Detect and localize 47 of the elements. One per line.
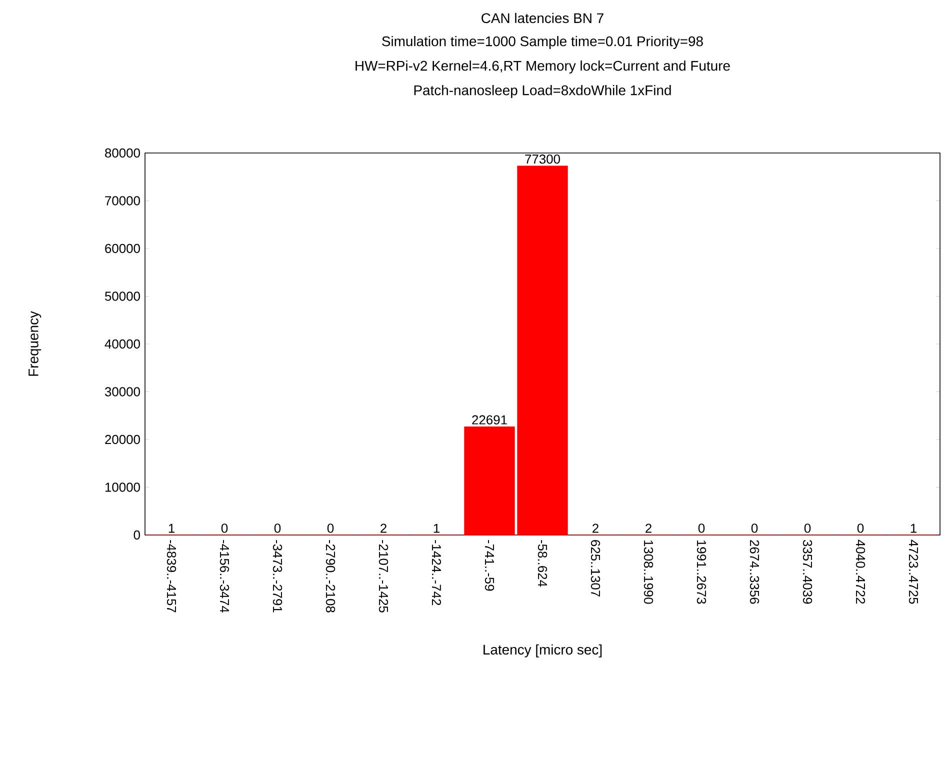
data-label: 1 [910,524,916,533]
data-label: 2 [646,524,652,533]
data-label: 22691 [472,415,507,424]
x-tick-label: 1991..2673 [696,540,706,604]
data-label: 0 [804,524,811,533]
y-tick-label: 0 [134,530,140,540]
x-tick-label: 2674..3356 [750,540,760,604]
y-tick-label: 80000 [105,148,140,158]
bar [517,166,568,535]
data-label: 77300 [525,154,560,164]
x-tick-label: -2790..-2108 [326,540,336,612]
data-label: 1 [168,524,174,533]
text: HW=RPi-v2 Kernel=4.6,RT Memory lock=Current and Future [356,60,730,74]
y-tick-label: 30000 [104,387,140,396]
x-tick-label: -4156..-3474 [220,540,230,613]
data-label: 2 [592,524,598,533]
x-tick-label: -2107..-1425 [378,540,388,612]
chart-title: CAN latencies BN 7 [482,12,604,24]
x-tick-label: -741..-59 [484,540,494,591]
text: Patch-nanosleep Load=8xdoWhile 1xFind [414,84,671,98]
x-tick-label: 625..1307 [590,540,600,596]
x-tick-label: -58..624 [538,540,548,587]
data-label: 0 [274,524,281,533]
x-tick-label: -4839..-4157 [166,540,176,612]
y-tick-label: 60000 [105,244,140,254]
x-tick-label: -1424..-742 [432,540,442,606]
x-tick-label: -3473..-2791 [272,540,282,612]
y-tick-label: 50000 [104,292,140,301]
x-tick-label: 1308..1990 [644,540,654,604]
data-label: 0 [751,524,758,533]
data-label: 0 [857,524,864,533]
y-tick-label: 40000 [104,339,140,349]
y-tick-label: 10000 [105,482,140,492]
data-label: 0 [327,524,334,533]
y-tick-label: 20000 [105,434,140,444]
data-label: 0 [698,524,705,533]
x-tick-label: 3357..4039 [802,540,812,604]
bar [464,426,515,535]
data-label: 2 [380,524,386,533]
data-label: 1 [434,524,440,533]
data-label: 0 [221,524,228,533]
y-axis-title: Frequency [28,311,42,376]
y-tick-label: 70000 [105,196,140,206]
x-axis-title: Latency [micro sec] [484,644,602,658]
chart-subtitle: Simulation time=1000 Sample time=0.01 Priority=98 [382,36,703,49]
x-tick-label: 4040..4722 [856,540,866,604]
x-tick-label: 4723..4725 [908,540,918,604]
